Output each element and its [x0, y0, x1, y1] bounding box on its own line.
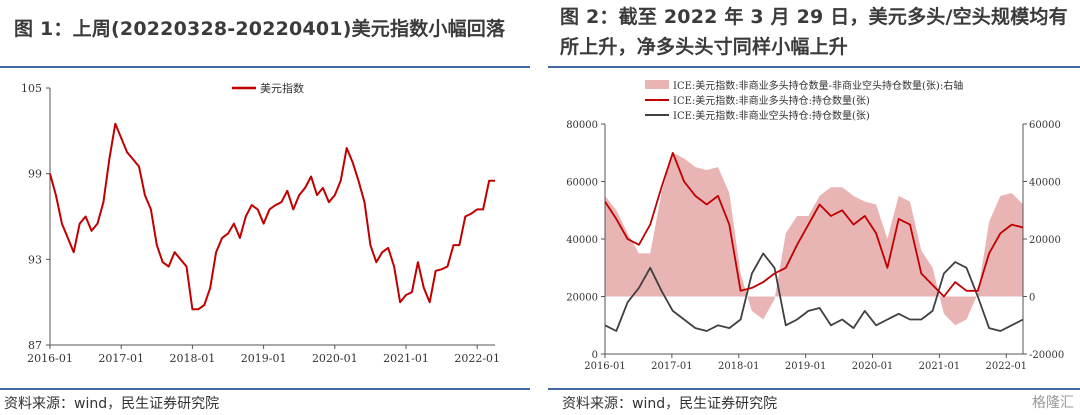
legend-swatch-net — [645, 80, 669, 89]
y-tick-label: 93 — [28, 253, 42, 266]
y-tick-label: 99 — [28, 168, 42, 181]
legend-label-short: ICE:美元指数:非商业空头持仓:持仓数量(张) — [673, 109, 870, 122]
source-divider — [548, 388, 1080, 390]
legend-label-long: ICE:美元指数:非商业多头持仓:持仓数量(张) — [673, 94, 870, 107]
y-right-tick-label: 20000 — [1029, 235, 1061, 246]
x-tick-label: 2017-01 — [651, 361, 693, 372]
watermark-logo: 格隆汇 — [1032, 395, 1074, 411]
y-left-tick-label: 60000 — [566, 178, 598, 189]
dollar-index-chart: 87 93 99 105 2016-01 2017-01 2018-01 2019-01 202… — [21, 81, 500, 365]
title-divider — [548, 66, 1080, 68]
y-right-tick-label: 0 — [1029, 293, 1035, 304]
y-left-tick-label: 40000 — [566, 235, 598, 246]
x-tick-label: 2022-01 — [985, 361, 1027, 372]
legend-label-net: ICE:美元指数:非商业多头持仓数量-非商业空头持仓数量(张):右轴 — [673, 79, 963, 92]
positions-chart: 0 20000 40000 60000 80000 -20000 0 20000 40000 60… — [566, 79, 1064, 372]
figure-1-panel: 图 1：上周(20220328-20220401)美元指数小幅回落 87 93 99… — [0, 0, 530, 415]
source-note: 资料来源：wind，民生证券研究院 — [4, 396, 220, 412]
y-right-tick-label: -20000 — [1029, 350, 1064, 361]
source-divider — [0, 388, 530, 390]
x-tick-label: 2020-01 — [852, 361, 894, 372]
series-line-short — [604, 252, 1024, 332]
x-tick-label: 2018-01 — [718, 361, 760, 372]
y-right-tick-label: 40000 — [1029, 178, 1061, 189]
title-divider — [0, 66, 530, 68]
x-tick-label: 2019-01 — [785, 361, 827, 372]
figure-2-title: 图 2：截至 2022 年 3 月 29 日，美元多头/空头规模均有所上升，净多… — [560, 6, 1068, 58]
series-line-dollar-index — [49, 122, 495, 311]
series-area-net — [605, 152, 1023, 326]
x-tick-label: 2018-01 — [170, 352, 216, 365]
x-tick-label: 2022-01 — [454, 352, 500, 365]
x-tick-label: 2019-01 — [241, 352, 287, 365]
series-line-long — [604, 151, 1024, 298]
y-tick-label: 105 — [21, 82, 42, 95]
figure-1-title: 图 1：上周(20220328-20220401)美元指数小幅回落 — [14, 18, 506, 40]
y-left-tick-label: 80000 — [566, 120, 598, 131]
x-tick-label: 2016-01 — [584, 361, 626, 372]
x-tick-label: 2021-01 — [919, 361, 961, 372]
y-tick-label: 87 — [28, 339, 42, 352]
x-tick-label: 2020-01 — [312, 352, 358, 365]
x-tick-label: 2017-01 — [98, 352, 144, 365]
y-left-tick-label: 0 — [592, 350, 598, 361]
y-left-tick-label: 20000 — [566, 293, 598, 304]
legend-label: 美元指数 — [260, 81, 304, 95]
figure-2-panel: 图 2：截至 2022 年 3 月 29 日，美元多头/空头规模均有所上升，净多… — [548, 0, 1080, 415]
source-note: 资料来源：wind，民生证券研究院 — [562, 396, 778, 412]
x-tick-label: 2021-01 — [383, 352, 429, 365]
y-right-tick-label: 60000 — [1029, 120, 1061, 131]
x-tick-label: 2016-01 — [27, 352, 73, 365]
